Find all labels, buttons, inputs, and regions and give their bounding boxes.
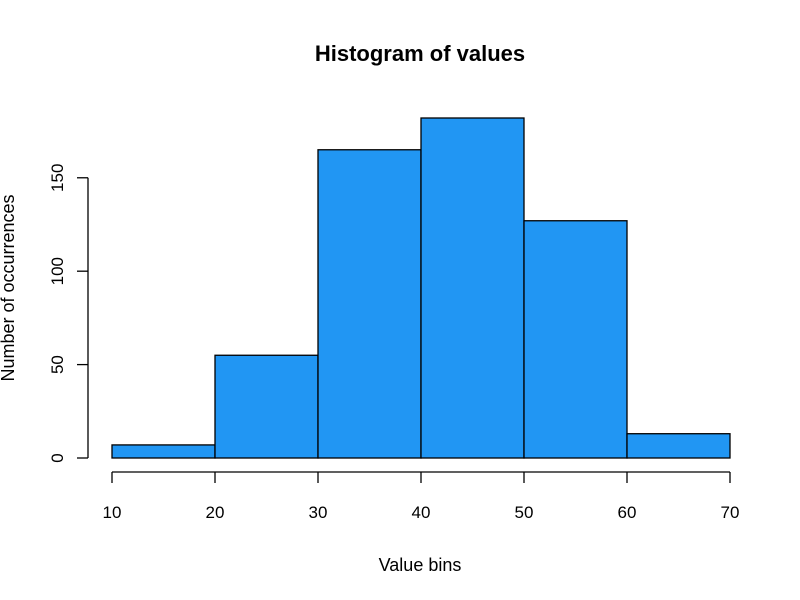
- x-tick-label: 10: [103, 503, 122, 522]
- x-axis-label: Value bins: [379, 555, 462, 575]
- x-tick-label: 60: [618, 503, 637, 522]
- y-tick-label: 50: [48, 355, 67, 374]
- x-tick-label: 70: [721, 503, 740, 522]
- x-tick-label: 30: [309, 503, 328, 522]
- y-tick-label: 100: [48, 257, 67, 285]
- y-tick-label: 0: [48, 453, 67, 462]
- histogram-bar-40-50: [420, 117, 525, 459]
- histogram-bar-50-60: [523, 220, 628, 459]
- x-tick-label: 20: [206, 503, 225, 522]
- histogram-bar-60-70: [626, 433, 731, 459]
- histogram-bar-10-20: [111, 444, 216, 459]
- y-tick-label: 150: [48, 164, 67, 192]
- bars-group: [111, 117, 731, 459]
- histogram-bar-20-30: [214, 354, 319, 459]
- x-tick-label: 40: [412, 503, 431, 522]
- y-axis: 0 50 100 150: [48, 164, 89, 463]
- histogram-bar-30-40: [317, 149, 422, 459]
- x-tick-label: 50: [515, 503, 534, 522]
- chart-title: Histogram of values: [315, 41, 525, 66]
- x-axis: 10 20 30 40 50 60 70: [103, 471, 740, 522]
- y-axis-label: Number of occurrences: [0, 194, 18, 381]
